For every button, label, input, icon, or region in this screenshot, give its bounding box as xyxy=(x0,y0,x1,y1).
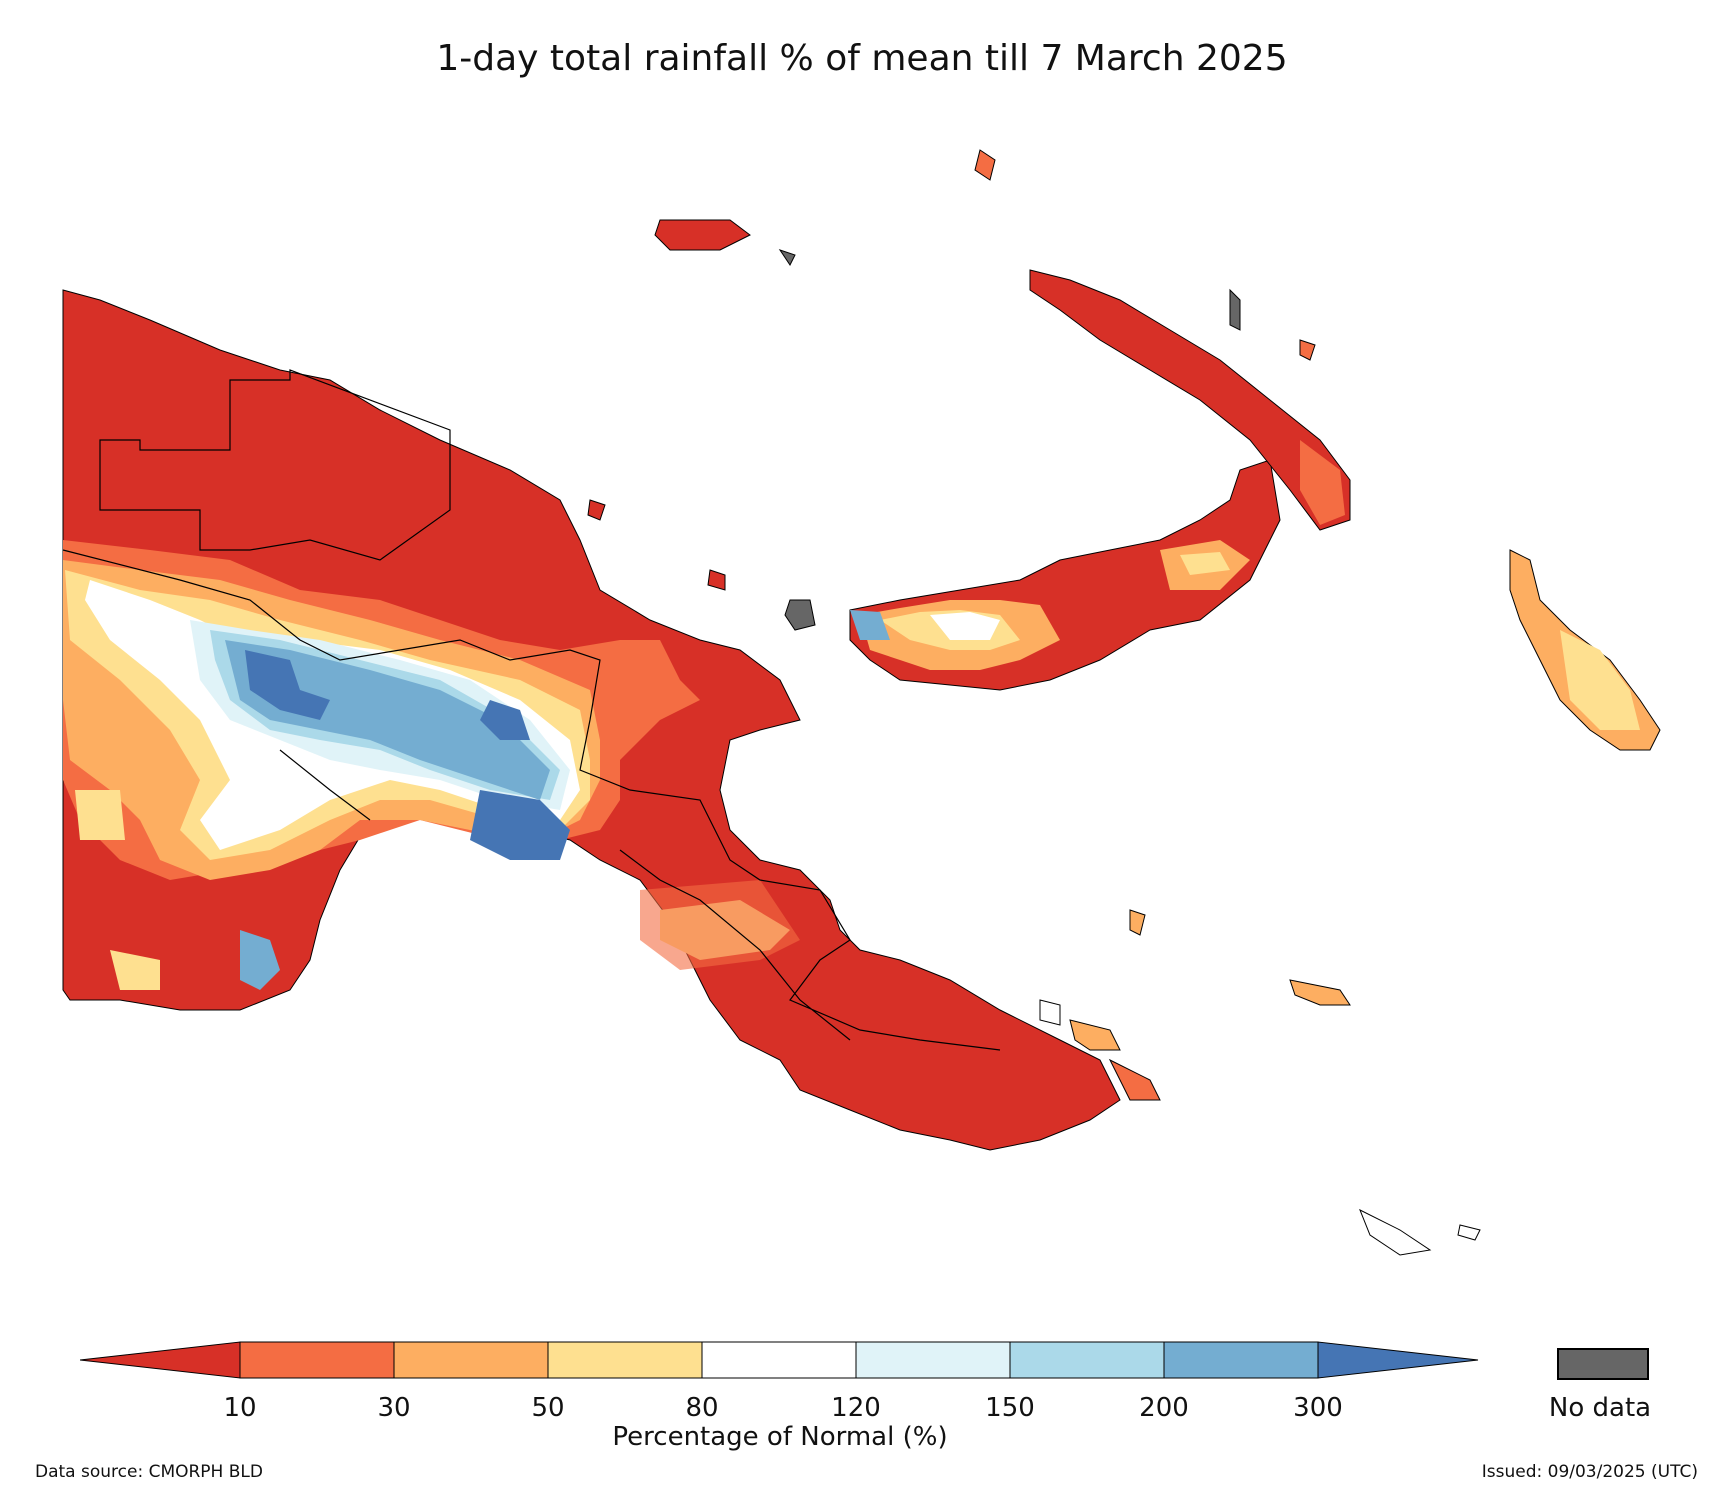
colorbar-tick-label: 50 xyxy=(531,1393,565,1423)
province-boundaries xyxy=(62,369,1001,1051)
trobriand-island xyxy=(1129,909,1146,936)
small-island-longisland xyxy=(707,569,726,591)
small-island-nodata-1 xyxy=(784,599,816,631)
colorbar-segment xyxy=(239,1341,395,1379)
colorbar-tick-label: 10 xyxy=(223,1393,257,1423)
small-island-nodata-2 xyxy=(1229,288,1241,331)
colorbar-extend-low xyxy=(80,1341,241,1379)
colorbar-segment xyxy=(547,1341,703,1379)
colorbar-tick-label: 30 xyxy=(377,1393,411,1423)
colorbar-segment xyxy=(701,1341,857,1379)
colorbar-segment xyxy=(393,1341,549,1379)
small-island-east xyxy=(1299,339,1316,361)
south-blue-spot xyxy=(240,930,280,990)
small-island-karkar xyxy=(587,499,606,521)
colorbar-segment xyxy=(855,1341,1011,1379)
colorbar-tick-label: 120 xyxy=(831,1393,881,1423)
issued-date-note: Issued: 09/03/2025 (UTC) xyxy=(1481,1462,1698,1482)
dark-blue-core-1 xyxy=(245,650,330,720)
colorbar-tick-label: 80 xyxy=(685,1393,719,1423)
bougainville-island xyxy=(1509,549,1661,751)
mid-blue-band xyxy=(225,640,550,800)
colorbar-segment xyxy=(1163,1341,1319,1379)
colorbar-tick-label: 300 xyxy=(1293,1393,1343,1423)
rainfall-map xyxy=(62,149,1661,1256)
new-ireland-island xyxy=(1029,269,1351,531)
woodlark-island xyxy=(1289,979,1351,1006)
map-title: 1-day total rainfall % of mean till 7 Ma… xyxy=(436,38,1288,79)
colorbar-extend-high xyxy=(1317,1341,1479,1379)
manus-island xyxy=(654,219,751,251)
normanby-island xyxy=(1108,1058,1161,1101)
fergusson-island xyxy=(1069,1019,1121,1051)
south-yellow-spot xyxy=(110,950,160,990)
dark-blue-core-3 xyxy=(470,790,570,860)
small-island-nodata-3 xyxy=(778,249,796,266)
dark-blue-core-2 xyxy=(480,700,530,740)
nodata-label: No data xyxy=(1548,1393,1652,1423)
southeast-tail-orange xyxy=(640,880,800,970)
nodata-swatch xyxy=(1557,1348,1649,1380)
data-source-note: Data source: CMORPH BLD xyxy=(35,1462,263,1482)
small-island-north xyxy=(974,149,996,181)
rossel-island xyxy=(1457,1224,1481,1241)
colorbar-title: Percentage of Normal (%) xyxy=(612,1422,948,1452)
louisiade-islands xyxy=(1359,1208,1432,1256)
mainland-map-area xyxy=(62,289,1121,1151)
colorbar-segment xyxy=(1009,1341,1165,1379)
colorbar xyxy=(80,1341,1479,1379)
colorbar-tick-label: 200 xyxy=(1139,1393,1189,1423)
colorbar-tick-label: 150 xyxy=(985,1393,1035,1423)
goodenough-island xyxy=(1039,999,1061,1026)
new-britain-island xyxy=(849,459,1281,691)
west-yellow-spot xyxy=(75,790,125,840)
